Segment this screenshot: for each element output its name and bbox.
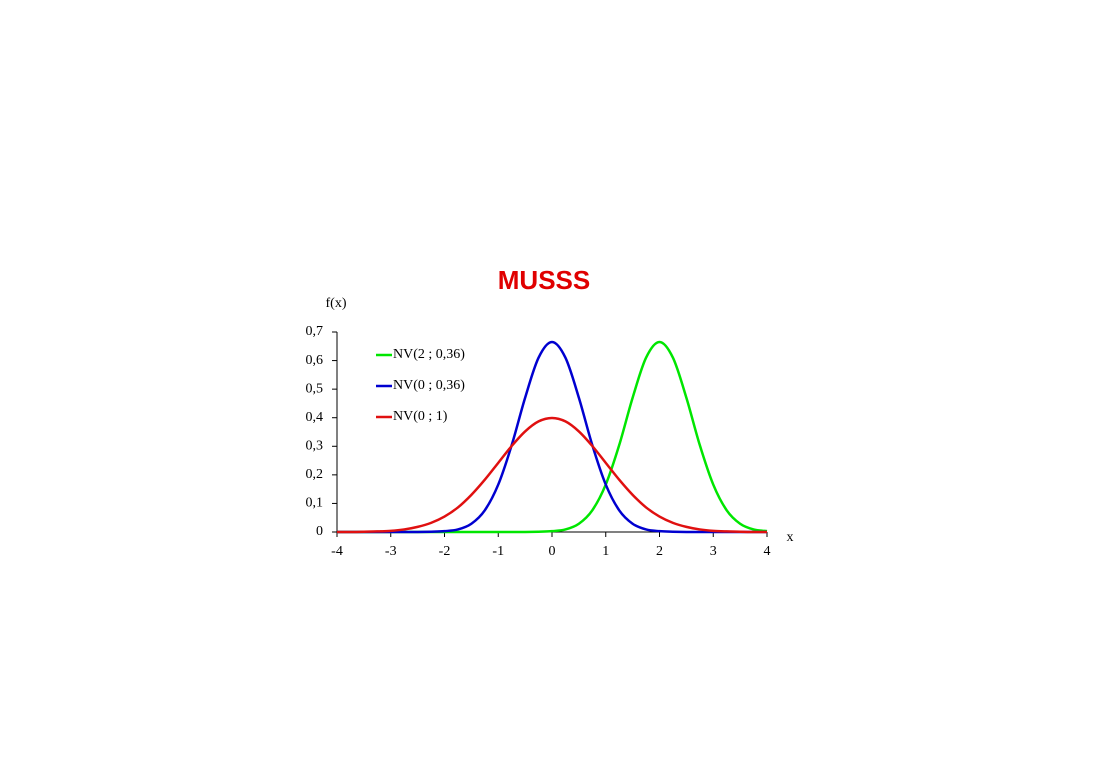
y-tick-label: 0,4 [306, 410, 324, 425]
series-line [337, 340, 768, 534]
series-line [337, 340, 767, 534]
x-tick-label: 3 [710, 544, 717, 559]
x-tick-label: 0 [549, 544, 556, 559]
x-tick-label: 4 [764, 544, 771, 559]
chart-title: MUSSS [498, 265, 590, 295]
y-tick-label: 0,1 [306, 496, 324, 511]
y-tick-label: 0,3 [306, 439, 324, 454]
y-tick-label: 0,2 [306, 467, 324, 482]
x-tick-label: -4 [331, 544, 343, 559]
x-tick-label: -2 [439, 544, 451, 559]
legend-label: NV(0 ; 1) [393, 409, 448, 424]
y-tick-label: 0 [316, 524, 323, 539]
x-tick-label: 1 [602, 544, 609, 559]
series-line [336, 416, 768, 534]
x-tick-label: -1 [492, 544, 504, 559]
y-tick-label: 0,7 [306, 324, 324, 339]
x-tick-label: -3 [385, 544, 397, 559]
y-tick-label: 0,6 [306, 353, 324, 368]
legend-label: NV(2 ; 0,36) [393, 347, 465, 362]
x-axis-label: x [787, 530, 794, 545]
legend-label: NV(0 ; 0,36) [393, 378, 465, 393]
y-tick-label: 0,5 [306, 381, 324, 396]
y-axis-label: f(x) [326, 296, 347, 311]
x-tick-label: 2 [656, 544, 663, 559]
